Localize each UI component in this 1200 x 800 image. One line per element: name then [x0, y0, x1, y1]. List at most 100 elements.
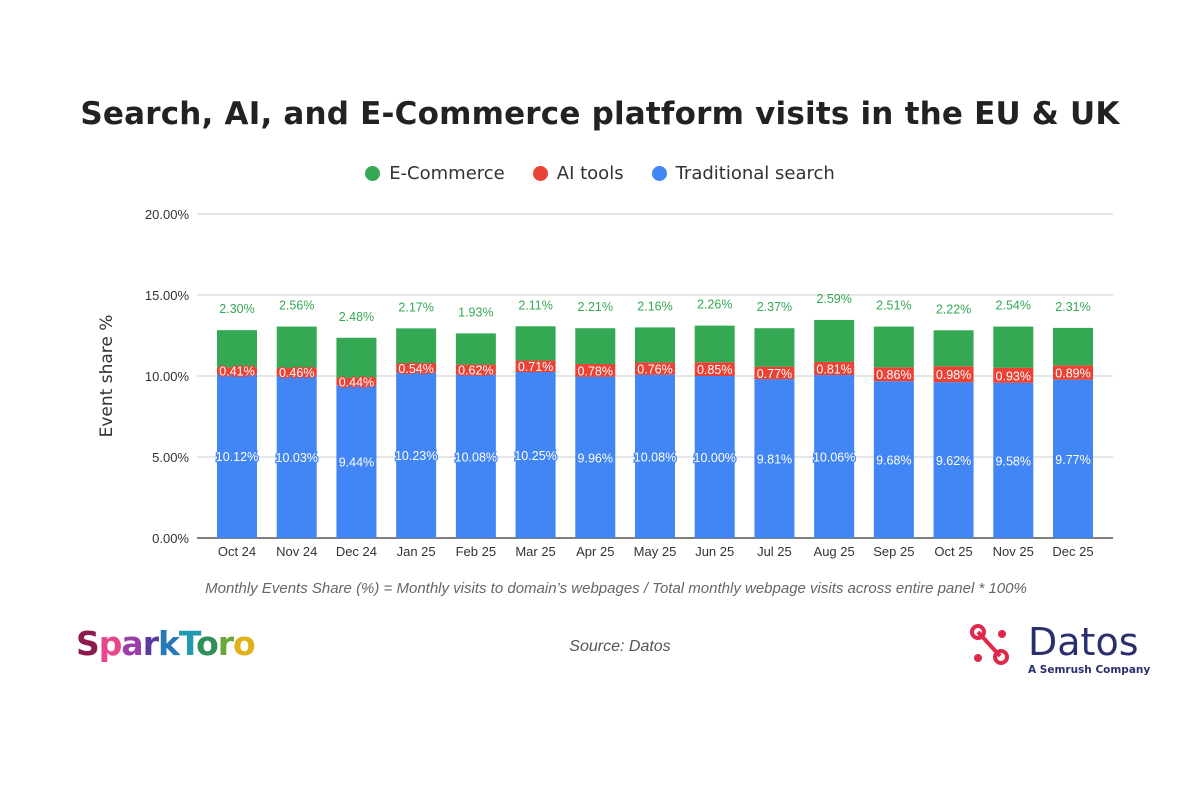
x-tick-label: Oct 25 — [934, 544, 972, 559]
sparktoro-logo: SparkToro — [76, 624, 256, 663]
footnote: Monthly Events Share (%) = Monthly visit… — [205, 580, 1027, 597]
y-tick-label: 10.00% — [145, 369, 190, 384]
data-label-ecommerce: 2.31% — [1055, 300, 1090, 314]
data-label-ai-tools: 0.46% — [279, 366, 314, 380]
bar-segment-ai-tools — [276, 368, 317, 376]
y-tick-label: 15.00% — [145, 288, 190, 303]
bar-segment-traditional-search — [276, 375, 317, 538]
bar-segment-e-commerce — [873, 326, 914, 368]
y-axis-label: Event share % — [97, 315, 117, 438]
datos-logo-text: Datos — [1028, 620, 1139, 664]
bar-segment-ai-tools — [455, 364, 496, 375]
data-label-traditional-search: 10.25% — [514, 449, 556, 463]
legend-swatch-ecommerce — [365, 166, 381, 181]
data-label-ecommerce: 2.11% — [518, 298, 553, 312]
data-label-traditional-search: 9.77% — [1055, 453, 1090, 467]
x-tick-label: Jan 25 — [397, 544, 436, 559]
bar-segment-ai-tools — [217, 367, 257, 375]
bar-segment-traditional-search — [515, 371, 556, 538]
data-label-ai-tools: 0.89% — [1055, 367, 1090, 381]
bar-segment-traditional-search — [754, 379, 795, 538]
data-label-traditional-search: 9.58% — [996, 454, 1031, 468]
data-label-traditional-search: 9.62% — [936, 454, 971, 468]
data-label-ai-tools: 0.98% — [936, 368, 971, 382]
bar-segment-traditional-search — [993, 382, 1034, 538]
legend-item-ecommerce: E-Commerce — [365, 163, 505, 184]
sparktoro-logo-letter: a — [121, 624, 143, 663]
x-tick-label: Mar 25 — [515, 544, 555, 559]
data-label-ai-tools: 0.76% — [637, 363, 672, 377]
y-tick-label: 5.00% — [152, 450, 189, 465]
bar-segment-traditional-search — [694, 376, 735, 538]
data-label-traditional-search: 10.03% — [276, 451, 318, 465]
bar-segment-ai-tools — [993, 367, 1034, 383]
sparktoro-logo-letter: o — [233, 624, 256, 663]
bar-segment-traditional-search — [1053, 379, 1093, 538]
data-label-traditional-search: 10.12% — [216, 450, 258, 464]
bar-segment-e-commerce — [814, 319, 855, 362]
data-label-ai-tools: 0.62% — [458, 364, 493, 378]
bar-segment-e-commerce — [515, 326, 556, 361]
legend-item-ai-tools: AI tools — [532, 163, 624, 184]
bar-segment-ai-tools — [336, 377, 377, 386]
legend-swatch-traditional-search — [651, 166, 667, 181]
bar-segment-e-commerce — [933, 330, 974, 367]
bar-segment-e-commerce — [336, 337, 377, 378]
x-tick-label: Dec 24 — [336, 544, 377, 559]
data-label-ecommerce: 2.54% — [996, 299, 1031, 313]
x-tick-label: Nov 25 — [993, 544, 1034, 559]
bar-segment-e-commerce — [575, 328, 616, 365]
datos-tagline: A Semrush Company — [1028, 664, 1151, 676]
bar-segment-traditional-search — [873, 381, 914, 538]
sparktoro-logo-letter: r — [142, 624, 159, 663]
bar-segment-ai-tools — [694, 362, 735, 376]
data-label-traditional-search: 9.68% — [876, 454, 911, 468]
legend: E-Commerce AI tools Traditional search — [0, 163, 1200, 184]
data-label-traditional-search: 10.06% — [813, 451, 855, 465]
data-label-traditional-search: 10.08% — [455, 450, 497, 464]
y-tick-label: 0.00% — [152, 531, 189, 546]
bar-segment-traditional-search — [933, 382, 974, 538]
legend-label: Traditional search — [675, 163, 835, 184]
bar-segment-e-commerce — [694, 325, 735, 363]
bar-segment-e-commerce — [754, 328, 795, 367]
bar-segment-ai-tools — [515, 360, 556, 372]
data-label-traditional-search: 9.81% — [757, 453, 792, 467]
data-label-ai-tools: 0.85% — [697, 363, 732, 377]
y-tick-label: 20.00% — [145, 207, 190, 222]
data-label-ai-tools: 0.77% — [757, 367, 792, 381]
bar-segment-ai-tools — [933, 366, 974, 383]
bar-segment-e-commerce — [217, 330, 257, 368]
bar-segment-ai-tools — [873, 367, 914, 382]
data-label-ai-tools: 0.41% — [219, 365, 254, 379]
x-tick-label: May 25 — [634, 544, 677, 559]
x-tick-label: Jun 25 — [695, 544, 734, 559]
data-label-ecommerce: 2.16% — [637, 299, 672, 313]
bar-segment-ai-tools — [814, 361, 855, 376]
data-label-ecommerce: 1.93% — [458, 305, 493, 319]
sparktoro-logo-letter: T — [178, 624, 197, 663]
data-label-ecommerce: 2.37% — [757, 300, 792, 314]
bar-segment-traditional-search — [217, 374, 257, 538]
x-tick-label: Nov 24 — [276, 544, 317, 559]
bar-segment-ai-tools — [1053, 365, 1093, 380]
x-tick-label: Sep 25 — [873, 544, 914, 559]
data-label-traditional-search: 9.44% — [339, 456, 374, 470]
x-tick-label: Feb 25 — [456, 544, 496, 559]
bar-segment-traditional-search — [396, 372, 437, 538]
source-note: Source: Datos — [569, 638, 671, 655]
chart-title: Search, AI, and E-Commerce platform visi… — [80, 96, 1120, 132]
x-tick-label: Aug 25 — [814, 544, 855, 559]
datos-logo: Datos A Semrush Company — [968, 622, 1150, 676]
data-label-ecommerce: 2.30% — [219, 302, 254, 316]
legend-label: AI tools — [556, 163, 624, 184]
x-tick-label: Apr 25 — [576, 544, 614, 559]
bar-segment-traditional-search — [575, 376, 616, 538]
bar-segment-e-commerce — [1053, 327, 1093, 366]
data-label-traditional-search: 10.00% — [694, 451, 736, 465]
data-label-ecommerce: 2.17% — [398, 300, 433, 314]
x-tick-label: Oct 24 — [218, 544, 256, 559]
data-label-traditional-search: 9.96% — [578, 451, 613, 465]
datos-network-icon — [970, 624, 1009, 665]
